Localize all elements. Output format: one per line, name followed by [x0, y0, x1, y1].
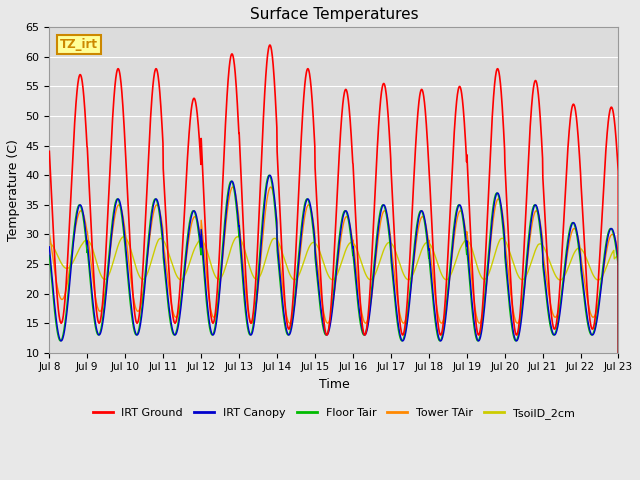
Text: TZ_irt: TZ_irt	[60, 38, 97, 51]
Legend: IRT Ground, IRT Canopy, Floor Tair, Tower TAir, TsoilD_2cm: IRT Ground, IRT Canopy, Floor Tair, Towe…	[88, 404, 580, 424]
Title: Surface Temperatures: Surface Temperatures	[250, 7, 418, 22]
X-axis label: Time: Time	[319, 378, 349, 391]
Y-axis label: Temperature (C): Temperature (C)	[7, 139, 20, 241]
